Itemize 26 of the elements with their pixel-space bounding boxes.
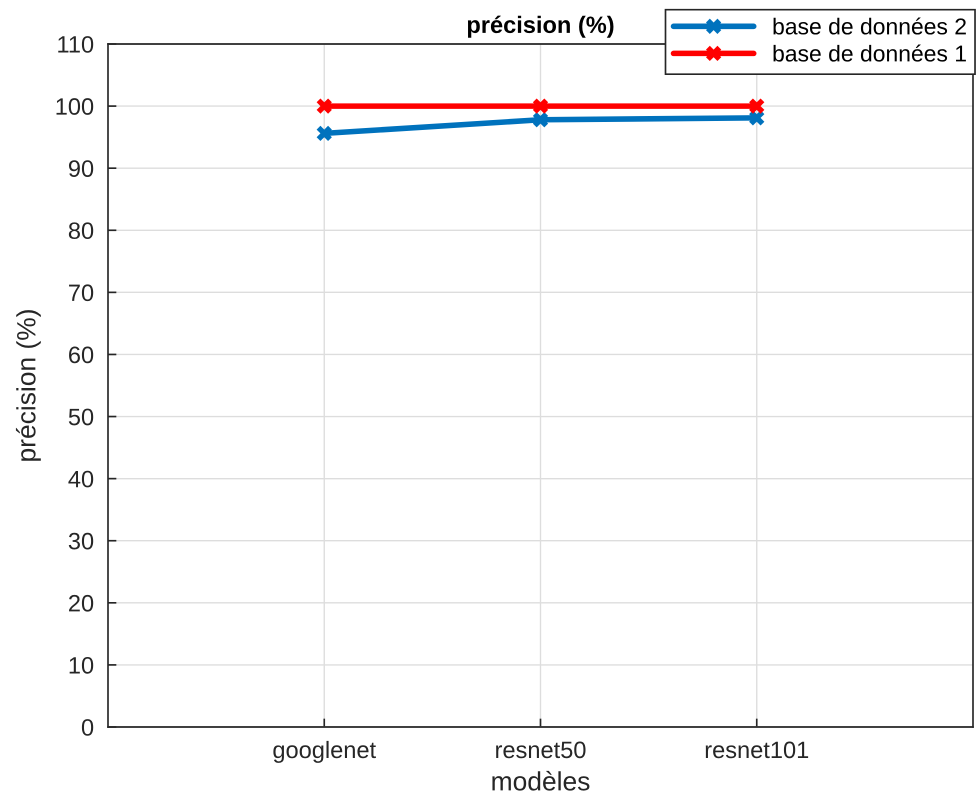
y-tick-label: 60 [69,346,94,364]
legend-label: base de données 2 [774,17,966,35]
x-tick-label: resnet50 [496,742,586,758]
y-axis-title: précision (%) [16,310,41,461]
y-tick-label: 90 [68,160,94,177]
chart-title: précision (%) [468,16,614,38]
point [316,126,332,142]
y-tick-label: 40 [68,470,94,488]
legend-label: base de données 1 [774,44,966,62]
point [532,98,548,114]
point [532,112,548,128]
x-tick-label: googlenet [273,740,376,763]
x-tick-label: resnet101 [706,742,808,758]
x-axis-title: modèles [492,770,590,791]
y-tick-label: 30 [68,532,94,550]
y-tick-label: 0 [82,719,94,736]
point [316,98,332,114]
y-tick-label: 20 [69,594,94,612]
y-tick-label: 10 [70,656,94,674]
y-tick-label: 110 [58,36,94,53]
point [749,110,764,126]
y-tick-label: 70 [69,284,94,302]
y-tick-label: 80 [68,222,94,240]
y-tick-label: 100 [56,98,94,115]
y-tick-label: 50 [68,408,94,426]
point [749,98,764,114]
